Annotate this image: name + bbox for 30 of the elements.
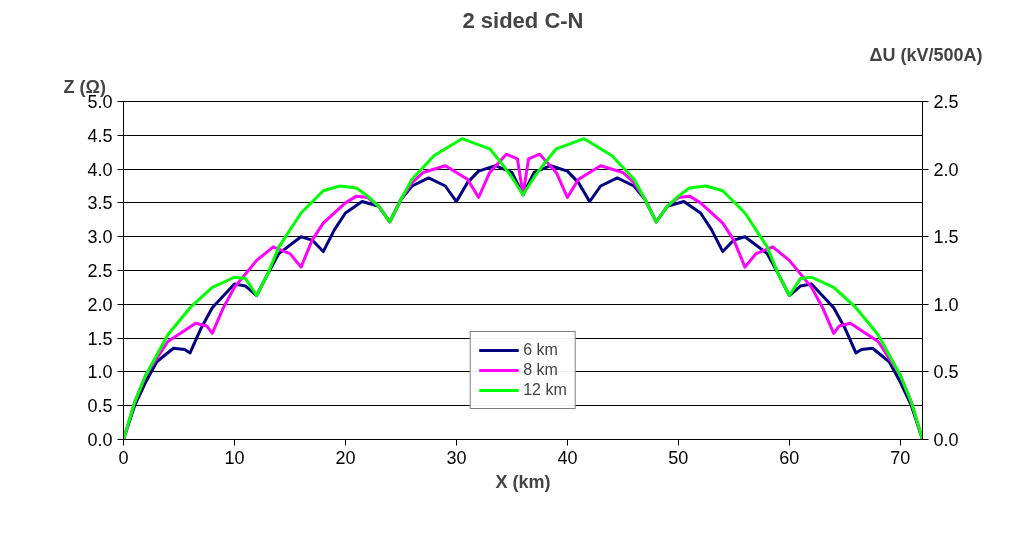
x-tick-label: 50 <box>668 447 689 468</box>
y-tick-label: 1.5 <box>87 328 113 349</box>
x-tick-label: 10 <box>224 447 245 468</box>
y2-axis-title: ΔU (kV/500A) <box>869 44 983 65</box>
y-tick-label: 3.0 <box>87 227 113 248</box>
y-tick-label: 0.0 <box>87 430 113 450</box>
y2-tick-label: 0.5 <box>933 362 959 383</box>
x-tick-label: 20 <box>335 447 356 468</box>
y2-tick-label: 0.0 <box>933 430 959 450</box>
legend-label: 8 km <box>523 361 558 379</box>
y2-tick-label: 1.0 <box>933 294 959 315</box>
y-tick-label: 4.5 <box>87 125 113 146</box>
y-tick-label: 2.5 <box>87 261 113 281</box>
y2-tick-label: 2.5 <box>933 92 959 112</box>
chart-title: 2 sided C-N <box>462 7 584 33</box>
y-tick-label: 3.5 <box>87 193 113 214</box>
y-tick-label: 4.0 <box>87 159 113 180</box>
legend-label: 6 km <box>523 341 558 359</box>
y-tick-label: 0.5 <box>87 396 113 417</box>
x-tick-label: 70 <box>890 447 911 468</box>
y-tick-label: 2.0 <box>87 294 113 315</box>
x-tick-label: 40 <box>557 447 578 468</box>
y2-tick-label: 1.5 <box>933 227 959 248</box>
y2-tick-label: 2.0 <box>933 159 959 180</box>
y-tick-label: 1.0 <box>87 362 113 383</box>
x-tick-label: 60 <box>779 447 800 468</box>
x-tick-label: 0 <box>118 447 129 468</box>
x-axis-title: X (km) <box>495 471 551 492</box>
legend-label: 12 km <box>523 381 567 399</box>
x-tick-label: 30 <box>446 447 467 468</box>
